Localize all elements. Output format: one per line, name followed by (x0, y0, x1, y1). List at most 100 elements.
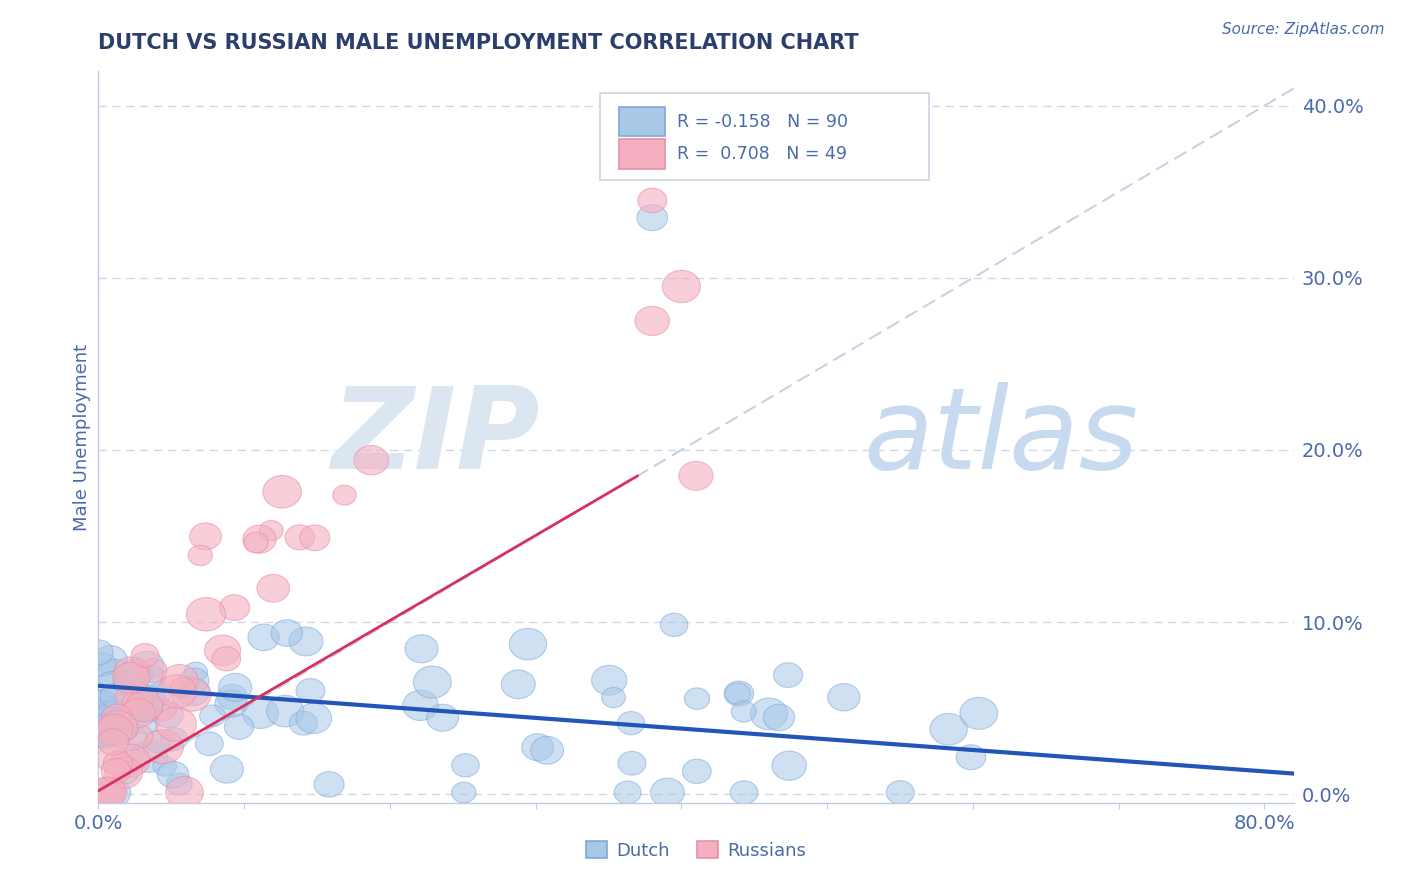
Ellipse shape (731, 701, 756, 722)
Ellipse shape (153, 756, 177, 776)
Ellipse shape (188, 545, 212, 566)
FancyBboxPatch shape (620, 139, 665, 169)
Ellipse shape (97, 672, 127, 697)
Ellipse shape (212, 647, 240, 671)
Ellipse shape (617, 751, 645, 775)
Ellipse shape (402, 690, 439, 721)
Text: R =  0.708   N = 49: R = 0.708 N = 49 (676, 145, 846, 163)
Y-axis label: Male Unemployment: Male Unemployment (73, 343, 91, 531)
Ellipse shape (83, 699, 118, 729)
Ellipse shape (242, 698, 278, 729)
Ellipse shape (157, 675, 197, 708)
Ellipse shape (84, 640, 114, 665)
Ellipse shape (96, 780, 124, 804)
Ellipse shape (725, 682, 751, 705)
Ellipse shape (190, 523, 221, 549)
Ellipse shape (131, 685, 166, 714)
Ellipse shape (929, 714, 967, 745)
Ellipse shape (260, 521, 283, 541)
Ellipse shape (243, 533, 269, 553)
Ellipse shape (651, 778, 685, 806)
Ellipse shape (96, 714, 132, 746)
Ellipse shape (125, 724, 153, 748)
Ellipse shape (267, 695, 304, 727)
Ellipse shape (257, 574, 290, 602)
Ellipse shape (150, 699, 176, 721)
Ellipse shape (295, 703, 332, 733)
Ellipse shape (139, 658, 167, 682)
Ellipse shape (121, 749, 146, 771)
Ellipse shape (101, 704, 132, 731)
Ellipse shape (104, 751, 132, 776)
Text: DUTCH VS RUSSIAN MALE UNEMPLOYMENT CORRELATION CHART: DUTCH VS RUSSIAN MALE UNEMPLOYMENT CORRE… (98, 33, 859, 54)
Ellipse shape (89, 690, 114, 711)
Ellipse shape (112, 662, 150, 693)
Ellipse shape (97, 729, 128, 755)
Ellipse shape (166, 773, 193, 795)
Ellipse shape (114, 670, 145, 697)
Ellipse shape (217, 684, 247, 710)
Ellipse shape (243, 525, 276, 553)
Ellipse shape (211, 756, 243, 783)
Ellipse shape (187, 598, 226, 631)
Ellipse shape (297, 679, 325, 703)
Ellipse shape (114, 657, 149, 686)
Ellipse shape (121, 698, 156, 728)
Ellipse shape (288, 627, 323, 656)
Ellipse shape (451, 782, 477, 803)
Ellipse shape (522, 734, 554, 761)
Ellipse shape (290, 711, 318, 735)
Ellipse shape (502, 670, 536, 698)
Ellipse shape (751, 698, 787, 730)
Ellipse shape (157, 761, 188, 788)
Ellipse shape (685, 688, 710, 709)
Ellipse shape (247, 624, 280, 650)
Ellipse shape (451, 754, 479, 777)
Ellipse shape (115, 681, 153, 714)
Ellipse shape (112, 697, 146, 725)
Ellipse shape (682, 759, 711, 783)
Ellipse shape (115, 720, 139, 739)
Ellipse shape (160, 728, 187, 750)
Ellipse shape (637, 204, 668, 231)
Ellipse shape (530, 737, 564, 764)
Ellipse shape (145, 731, 170, 753)
Ellipse shape (592, 665, 627, 695)
FancyBboxPatch shape (620, 107, 665, 136)
Ellipse shape (195, 732, 224, 756)
Ellipse shape (314, 772, 344, 797)
Ellipse shape (724, 681, 754, 706)
Ellipse shape (333, 485, 356, 505)
Ellipse shape (87, 690, 120, 718)
Ellipse shape (122, 691, 146, 712)
Ellipse shape (118, 659, 152, 688)
Ellipse shape (129, 694, 163, 723)
Ellipse shape (143, 730, 183, 764)
Ellipse shape (638, 188, 666, 212)
Ellipse shape (97, 659, 132, 690)
Ellipse shape (180, 668, 209, 693)
Ellipse shape (131, 711, 159, 734)
Ellipse shape (89, 653, 117, 676)
Ellipse shape (96, 701, 134, 732)
Ellipse shape (763, 705, 794, 731)
Ellipse shape (118, 726, 148, 750)
Ellipse shape (828, 683, 860, 711)
Ellipse shape (661, 613, 688, 637)
Ellipse shape (112, 670, 138, 690)
Ellipse shape (111, 744, 150, 777)
Text: ZIP: ZIP (332, 382, 541, 492)
Ellipse shape (730, 780, 758, 805)
Ellipse shape (263, 475, 301, 508)
Ellipse shape (97, 746, 128, 772)
Ellipse shape (773, 663, 803, 688)
Ellipse shape (170, 677, 194, 698)
Legend: Dutch, Russians: Dutch, Russians (578, 834, 814, 867)
Ellipse shape (148, 682, 172, 703)
Ellipse shape (91, 777, 127, 807)
Ellipse shape (960, 698, 998, 730)
Ellipse shape (131, 740, 167, 772)
Ellipse shape (299, 525, 330, 550)
Ellipse shape (89, 723, 120, 748)
Ellipse shape (636, 306, 669, 335)
